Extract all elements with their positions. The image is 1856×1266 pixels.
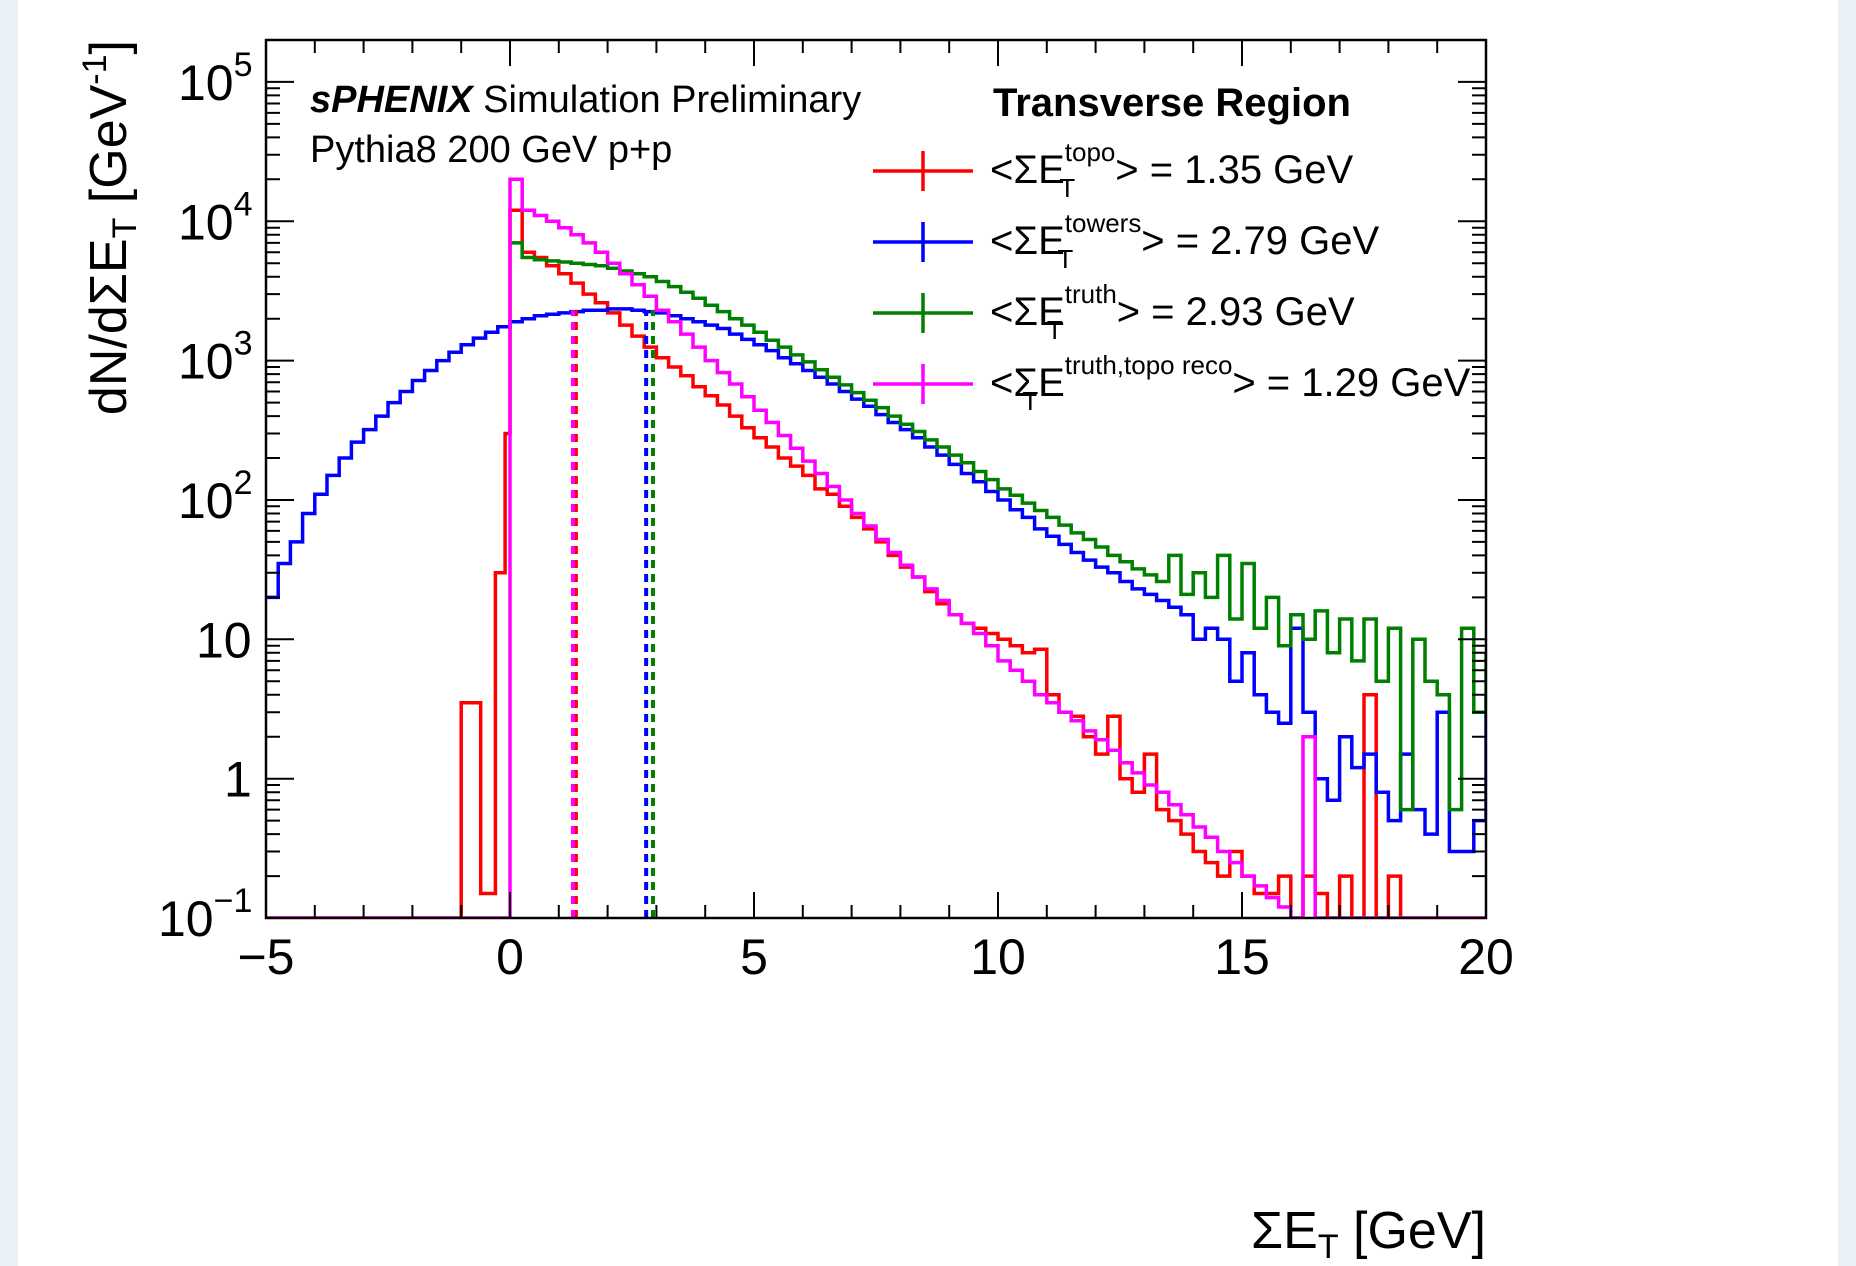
x-tick-label: 15: [1214, 929, 1270, 985]
x-tick-label: 10: [970, 929, 1026, 985]
legend-label-2: <ΣEtowers T > = 2.79 GeV: [990, 208, 1380, 274]
plot-frame: [264, 38, 1488, 920]
y-tick-label: 105: [178, 46, 253, 111]
chart-canvas: −5 0 5 10 15 20 10−1 1 10 102 103 104 105 ΣET [GeV] …: [18, 0, 1838, 1266]
y-tick-label: 103: [178, 325, 253, 390]
series-layer: [266, 177, 1486, 918]
x-axis-title: ΣET [GeV]: [1251, 1202, 1486, 1266]
x-tick-label: −5: [237, 929, 294, 985]
legend-title: Transverse Region: [993, 81, 1351, 125]
y-axis-title: dN/dΣET [GeV-1]: [76, 40, 144, 415]
sample-label: Pythia8 200 GeV p+p: [310, 129, 672, 171]
experiment-label: sPHENIX Simulation Preliminary: [310, 79, 861, 121]
series-4-line: [266, 177, 1486, 918]
y-tick-label: 102: [178, 464, 253, 529]
x-tick-label: 5: [740, 929, 768, 985]
x-tick-label: 0: [496, 929, 524, 985]
y-tick-label: 1: [224, 752, 252, 808]
legend-label-1: <ΣEtopo T > = 1.35 GeV: [990, 137, 1354, 203]
legend-label-4: <ΣEtruth,topo reco T > = 1.29 GeV: [990, 350, 1471, 416]
y-tick-label: 10−1: [158, 882, 252, 947]
y-tick-label: 104: [178, 185, 253, 250]
tick-labels-layer: −5 0 5 10 15 20 10−1 1 10 102 103 104 105: [158, 46, 1514, 985]
legend: <ΣEtopo T > = 1.35 GeV<ΣEtowers T > = 2.79 G…: [873, 137, 1471, 416]
y-tick-label: 10: [196, 612, 252, 668]
mean-lines-layer: [570, 310, 655, 918]
ticks-layer: [265, 39, 1487, 919]
series-2-line: [266, 307, 1486, 854]
legend-label-3: <ΣEtruth T > = 2.93 GeV: [990, 279, 1355, 345]
series-3-line: [510, 241, 1486, 812]
x-tick-label: 20: [1458, 929, 1514, 985]
axis-ticks: [265, 39, 1487, 919]
